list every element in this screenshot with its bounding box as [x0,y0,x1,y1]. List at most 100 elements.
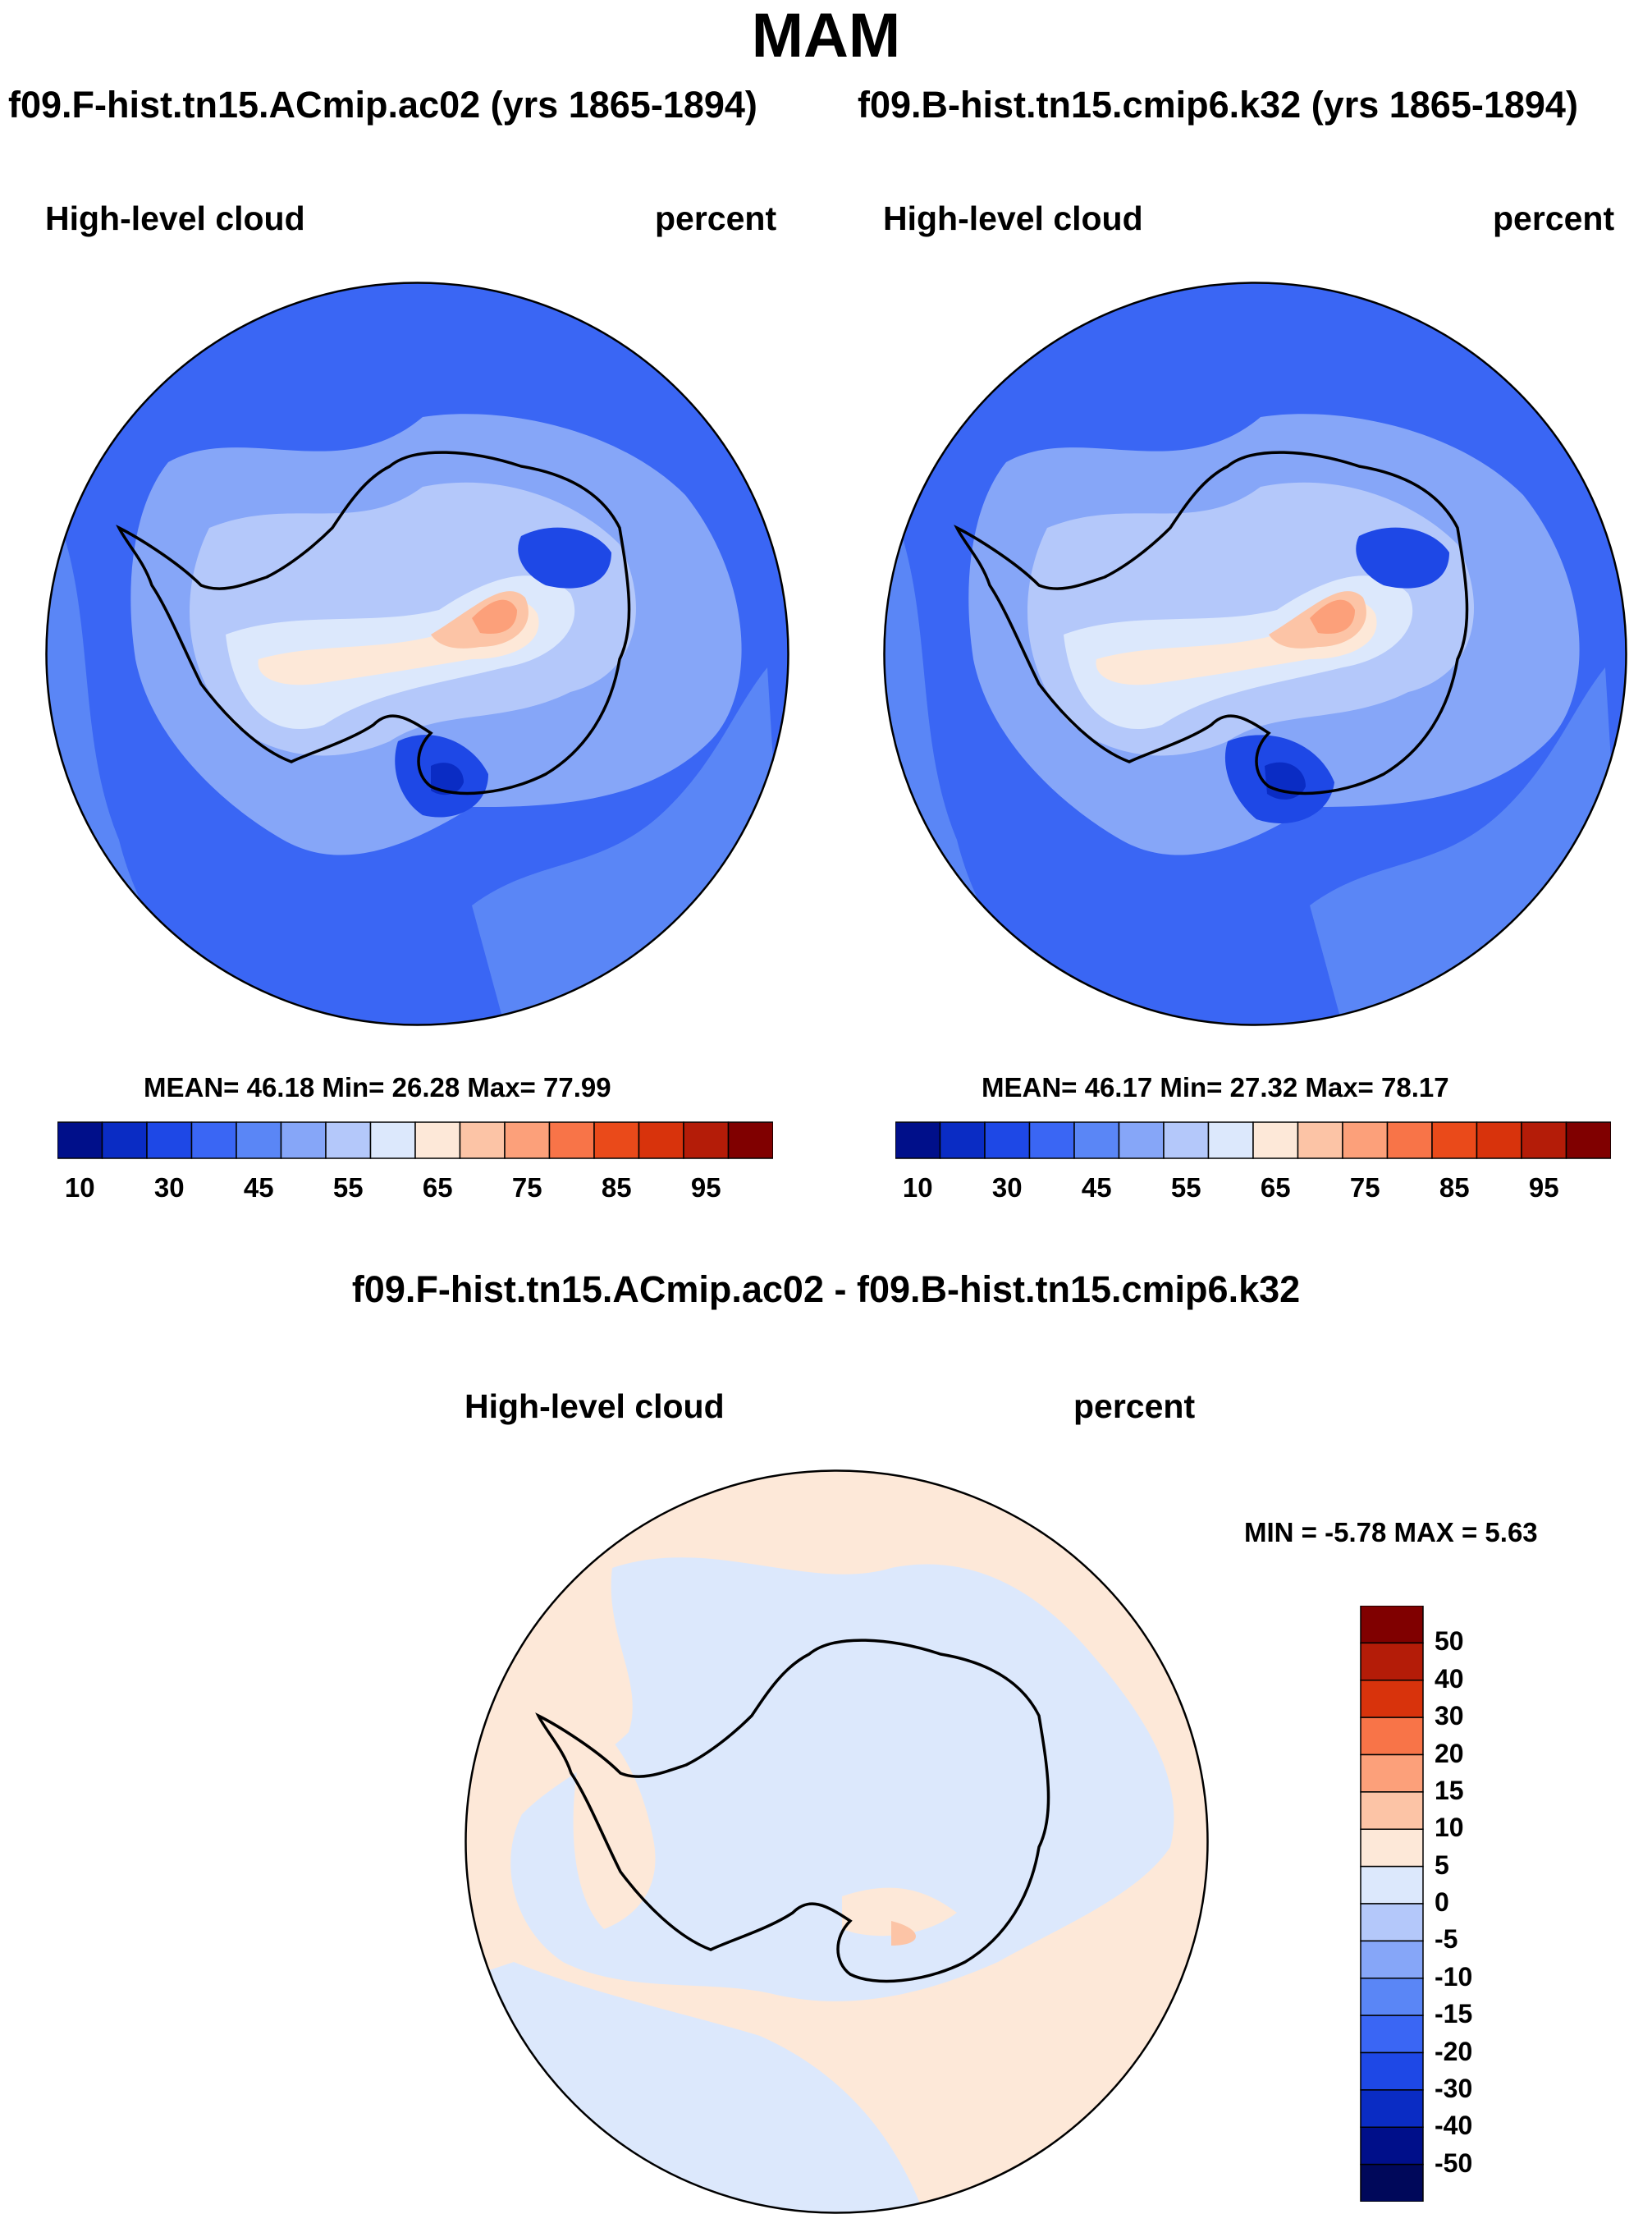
panel-1-stats: MEAN= 46.18 Min= 26.28 Max= 77.99 [144,1072,611,1102]
panel-2-tick: 55 [1170,1172,1201,1203]
panel-1-field-20-30 [431,763,464,795]
panel-2-tick: 95 [1528,1172,1559,1203]
colorbar-swatch [727,1121,773,1159]
panel-1-colorbar [57,1121,773,1159]
diff-field-neg5-0 [510,1557,1174,2001]
panel-2-tick: 10 [902,1172,933,1203]
diff-colorbar-swatch [1360,2089,1424,2128]
diff-colorbar-swatch [1360,2051,1424,2091]
panel-1-case-title: f09.F-hist.tn15.ACmip.ac02 (yrs 1865-189… [8,84,757,126]
colorbar-swatch [1118,1121,1165,1159]
panel-2-map-border [883,282,1627,1026]
panel-2-colorbar [895,1121,1611,1159]
diff-colorbar-swatch [1360,2126,1424,2166]
diff-tick: 10 [1435,1813,1464,1843]
diff-field-0-5 [842,1887,957,1937]
colorbar-swatch [939,1121,986,1159]
diff-colorbar-swatch [1360,1680,1424,1718]
diff-tick: 40 [1435,1663,1464,1694]
panel-1-contours [46,282,789,1025]
diff-tick: -10 [1435,1961,1473,1992]
diff-tick: -5 [1435,1924,1458,1955]
diff-field-0-5 [573,1716,656,1929]
diff-colorbar-swatch [1360,1940,1424,1979]
diff-panel-variable-label: High-level cloud [464,1387,725,1425]
diff-tick: 20 [1435,1738,1464,1768]
panel-1-map-border [45,282,789,1026]
colorbar-swatch [1476,1121,1522,1159]
colorbar-swatch [190,1121,237,1159]
colorbar-swatch [1028,1121,1075,1159]
diff-tick: -40 [1435,2111,1473,2141]
diff-tick: -50 [1435,2148,1473,2178]
panel-2-field-75-80 [1310,599,1355,635]
panel-1-units-label: percent [655,199,777,237]
panel-2-tick: 75 [1349,1172,1380,1203]
figure-title: MAM [751,1,901,71]
panel-1-field-30-40 [518,527,611,589]
diff-tick: 30 [1435,1701,1464,1731]
diff-colorbar-swatch [1360,1606,1424,1644]
colorbar-swatch [146,1121,193,1159]
diff-tick: 50 [1435,1626,1464,1657]
diff-colorbar-swatch [1360,1828,1424,1868]
panel-1-field-75-80 [472,599,517,635]
diff-panel-contours [465,1470,1208,2213]
diff-tick: 15 [1435,1775,1464,1805]
panel-1-variable-label: High-level cloud [45,199,305,237]
diff-colorbar-swatch [1360,2015,1424,2054]
panel-1-tick: 10 [64,1172,95,1203]
diff-tick: -20 [1435,2036,1473,2066]
diff-field-5-10 [891,1921,916,1946]
panel-1-tick: 45 [243,1172,274,1203]
panel-1-tick: 65 [422,1172,453,1203]
diff-colorbar-swatch [1360,1865,1424,1905]
colorbar-swatch [1252,1121,1299,1159]
panel-2-field-30-40 [1356,527,1449,589]
colorbar-swatch [1297,1121,1343,1159]
colorbar-swatch [1207,1121,1254,1159]
colorbar-swatch [1565,1121,1611,1159]
diff-colorbar-swatch [1360,1642,1424,1681]
colorbar-swatch [593,1121,640,1159]
panel-2-contours [884,282,1627,1025]
diff-tick: 0 [1435,1887,1449,1917]
colorbar-swatch [1073,1121,1120,1159]
diff-tick: -15 [1435,1999,1473,2029]
diff-panel-stats: MIN = -5.78 MAX = 5.63 [1244,1517,1538,1547]
panel-1-map [45,282,789,1026]
diff-colorbar-swatch [1360,1903,1424,1942]
colorbar-swatch [236,1121,282,1159]
panel-2-stats: MEAN= 46.17 Min= 27.32 Max= 78.17 [982,1072,1449,1102]
diff-panel-units-label: percent [1073,1387,1196,1425]
diff-colorbar-swatch [1360,1753,1424,1793]
panel-2-tick: 45 [1081,1172,1112,1203]
colorbar-swatch [1431,1121,1478,1159]
panel-1-coastline [116,451,631,795]
panel-1-tick: 85 [601,1172,632,1203]
panel-2-variable-label: High-level cloud [883,199,1143,237]
diff-colorbar-swatch [1360,1791,1424,1830]
colorbar-swatch [548,1121,595,1159]
colorbar-swatch [683,1121,730,1159]
panel-2-tick: 85 [1439,1172,1470,1203]
diff-panel-title: f09.F-hist.tn15.ACmip.ac02 - f09.B-hist.… [351,1268,1301,1310]
panel-2-tick: 65 [1260,1172,1291,1203]
diff-colorbar-swatch [1360,2163,1424,2202]
panel-1-tick: 95 [690,1172,721,1203]
diff-tick: -30 [1435,2073,1473,2103]
colorbar-swatch [1163,1121,1210,1159]
panel-2-units-label: percent [1493,199,1615,237]
colorbar-swatch [1386,1121,1433,1159]
panel-1-tick: 30 [153,1172,185,1203]
panel-2-coastline [954,451,1469,795]
panel-1-tick: 55 [332,1172,364,1203]
panel-2-tick: 30 [991,1172,1023,1203]
colorbar-swatch [638,1121,684,1159]
colorbar-swatch [504,1121,551,1159]
colorbar-swatch [1521,1121,1567,1159]
colorbar-swatch [1342,1121,1389,1159]
colorbar-swatch [325,1121,372,1159]
diff-panel-coastline [535,1639,1050,1983]
colorbar-swatch [101,1121,148,1159]
